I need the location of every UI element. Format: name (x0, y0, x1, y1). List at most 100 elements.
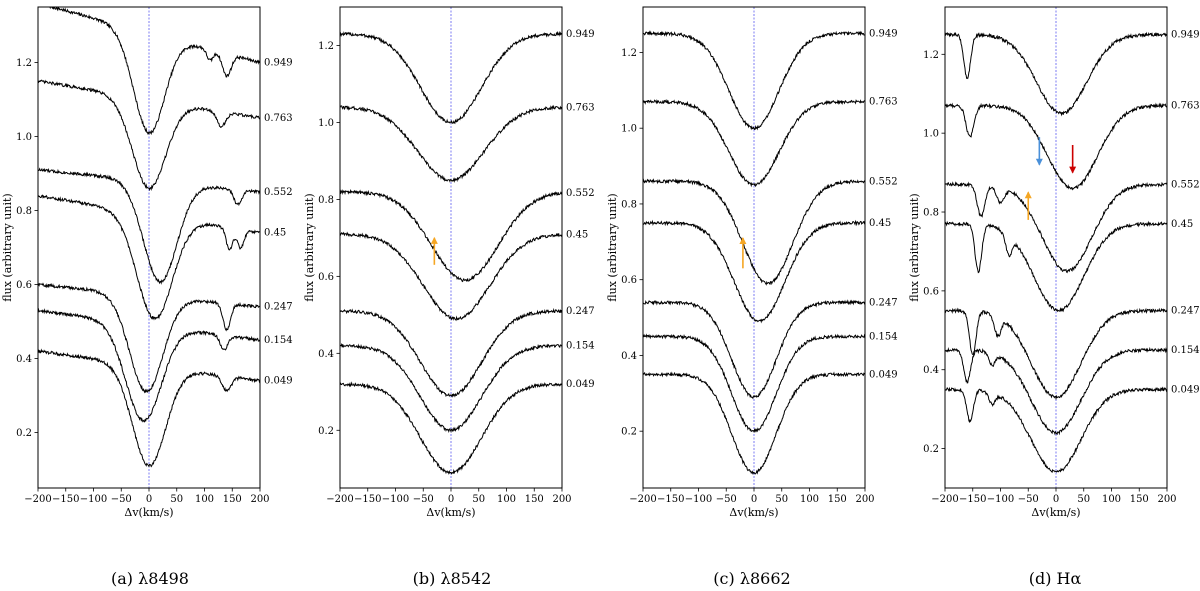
arrow-head (430, 236, 438, 244)
axes-frame (944, 6, 1168, 489)
x-tick-label: 50 (1077, 494, 1090, 505)
x-tick-label: 0 (1053, 494, 1059, 505)
x-tick-label: −100 (382, 494, 409, 505)
x-axis-label: Δv(km/s) (426, 506, 475, 519)
x-tick-label: −100 (685, 494, 712, 505)
phase-label: 0.552 (264, 187, 293, 198)
phase-label: 0.763 (1171, 101, 1200, 112)
x-axis-label: Δv(km/s) (729, 506, 778, 519)
spectrum-line-0.049 (38, 348, 260, 468)
spectrum-line-0.949 (945, 31, 1167, 117)
x-tick-label: 100 (195, 494, 214, 505)
y-tick-label: 1.2 (16, 58, 32, 69)
phase-label: 0.763 (264, 113, 293, 124)
spectrum-line-0.949 (48, 7, 260, 136)
axes-frame (642, 6, 866, 489)
spectrum-line-0.247 (643, 299, 865, 400)
spectrum-line-0.154 (643, 333, 865, 434)
x-tick-label: 150 (1130, 494, 1149, 505)
phase-label: 0.45 (566, 230, 588, 241)
phase-label: 0.552 (869, 176, 898, 187)
x-tick-label: −50 (413, 494, 434, 505)
phase-label: 0.45 (264, 228, 286, 239)
y-axis-label: flux (arbitrary unit) (303, 193, 316, 301)
arrow-head (1069, 166, 1077, 174)
spectrum-line-0.763 (340, 104, 562, 184)
spectrum-line-0.552 (340, 188, 562, 283)
y-tick-label: 0.8 (621, 199, 637, 210)
arrow-marker (739, 237, 747, 269)
caption-a: (a) λ8498 (111, 569, 189, 588)
y-axis-label: flux (arbitrary unit) (908, 193, 921, 301)
phase-label: 0.949 (1171, 30, 1200, 41)
x-tick-label: −50 (1018, 494, 1039, 505)
phase-label: 0.949 (566, 29, 595, 40)
y-tick-label: 1.2 (318, 41, 334, 52)
arrow-marker (1035, 137, 1043, 166)
spectrum-line-0.154 (340, 342, 562, 433)
phase-label: 0.049 (264, 376, 293, 387)
plot-area (340, 7, 562, 488)
phase-label: 0.247 (264, 302, 293, 313)
y-tick-label: 0.8 (923, 208, 939, 219)
spectrum-line-0.552 (643, 178, 865, 286)
y-axis-label: flux (arbitrary unit) (606, 193, 619, 301)
y-tick-label: 1.2 (621, 48, 637, 59)
phase-label: 0.45 (869, 218, 891, 229)
x-tick-label: 200 (552, 494, 571, 505)
caption-c: (c) λ8662 (713, 569, 790, 588)
y-tick-label: 0.2 (621, 427, 637, 438)
y-tick-label: 0.8 (318, 195, 334, 206)
spectrum-line-0.247 (38, 282, 260, 394)
x-tick-label: 200 (1157, 494, 1176, 505)
x-tick-label: −200 (326, 494, 353, 505)
x-axis-label: Δv(km/s) (124, 506, 173, 519)
x-tick-label: 50 (170, 494, 183, 505)
y-tick-label: 1.0 (318, 118, 334, 129)
y-tick-label: 1.0 (621, 124, 637, 135)
x-tick-label: −150 (959, 494, 986, 505)
phase-label: 0.247 (566, 306, 595, 317)
arrow-marker (1069, 144, 1077, 174)
spectrum-line-0.247 (340, 307, 562, 398)
y-tick-label: 0.6 (923, 286, 939, 297)
phase-label: 0.049 (566, 379, 595, 390)
spectrum-line-0.763 (945, 102, 1167, 191)
plot-area (643, 7, 865, 488)
spectrum-line-0.949 (643, 30, 865, 131)
x-tick-label: 0 (448, 494, 454, 505)
y-tick-label: 0.4 (318, 349, 334, 360)
phase-label: 0.45 (1171, 219, 1193, 230)
plot-area (945, 7, 1167, 488)
x-tick-label: 0 (751, 494, 757, 505)
y-axis-label: flux (arbitrary unit) (1, 193, 14, 301)
caption-d: (d) Hα (1029, 569, 1082, 588)
spectrum-line-0.552 (945, 181, 1167, 274)
plot-area (38, 7, 260, 488)
spectrum-line-0.154 (945, 346, 1167, 436)
x-tick-label: 150 (525, 494, 544, 505)
x-tick-label: 50 (775, 494, 788, 505)
spectrum-line-0.763 (38, 79, 260, 192)
spectrum-line-0.45 (643, 219, 865, 324)
arrow-head (1035, 158, 1043, 166)
y-tick-label: 1.2 (923, 50, 939, 61)
arrow-head (1024, 191, 1032, 199)
phase-label: 0.154 (566, 341, 595, 352)
x-tick-label: 0 (146, 494, 152, 505)
y-tick-label: 0.8 (16, 206, 32, 217)
phase-label: 0.763 (566, 102, 595, 113)
y-tick-label: 1.0 (923, 129, 939, 140)
x-tick-label: −200 (931, 494, 958, 505)
phase-label: 0.949 (264, 58, 293, 69)
x-tick-label: 100 (497, 494, 516, 505)
phase-label: 0.049 (1171, 384, 1200, 395)
y-tick-label: 0.2 (16, 428, 32, 439)
x-tick-label: −150 (354, 494, 381, 505)
x-tick-label: 200 (250, 494, 269, 505)
x-tick-label: −100 (987, 494, 1014, 505)
phase-label: 0.154 (264, 335, 293, 346)
x-tick-label: 100 (800, 494, 819, 505)
